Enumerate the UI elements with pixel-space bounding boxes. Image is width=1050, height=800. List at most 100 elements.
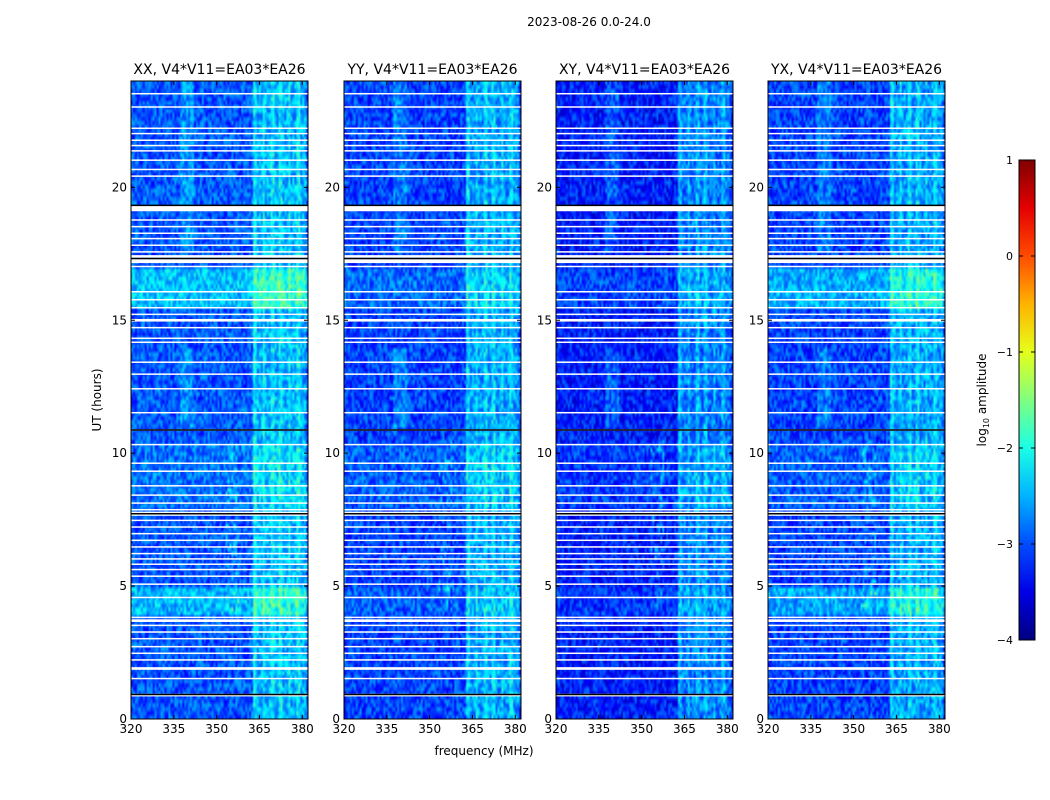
flagged-row bbox=[131, 552, 308, 555]
flagged-row bbox=[131, 462, 308, 464]
flagged-row bbox=[131, 159, 308, 161]
flagged-row bbox=[131, 244, 308, 246]
x-tick-label: 380 bbox=[504, 722, 527, 736]
flagged-row bbox=[556, 150, 733, 152]
flagged-row bbox=[131, 313, 308, 316]
flagged-row bbox=[556, 502, 733, 504]
flagged-row bbox=[344, 508, 521, 511]
flagged-row bbox=[344, 168, 521, 171]
flagged-row bbox=[556, 313, 733, 316]
flagged-row bbox=[768, 255, 945, 258]
black-row bbox=[556, 257, 733, 260]
flagged-row bbox=[768, 232, 945, 235]
flagged-row bbox=[131, 619, 308, 622]
flagged-row bbox=[344, 583, 521, 585]
flagged-row bbox=[344, 619, 521, 622]
flagged-row bbox=[768, 411, 945, 414]
y-tick-label: 15 bbox=[537, 313, 552, 327]
flagged-row bbox=[556, 175, 733, 177]
flagged-row bbox=[344, 546, 521, 548]
colorbar-label-sub: 10 bbox=[982, 418, 991, 428]
y-tick-label: 20 bbox=[325, 180, 340, 194]
flagged-row bbox=[344, 502, 521, 504]
flagged-row bbox=[768, 616, 945, 619]
flagged-row bbox=[768, 318, 945, 322]
flagged-row bbox=[768, 244, 945, 246]
flagged-row bbox=[344, 568, 521, 571]
colorbar-tick-label: −2 bbox=[997, 442, 1013, 455]
flagged-row bbox=[131, 659, 308, 661]
colorbar-tick-label: −4 bbox=[997, 634, 1013, 647]
flagged-row bbox=[768, 337, 945, 340]
black-row bbox=[768, 512, 945, 515]
flagged-row bbox=[344, 631, 521, 633]
x-tick-label: 380 bbox=[716, 722, 739, 736]
panel-title: XY, V4*V11=EA03*EA26 bbox=[559, 62, 730, 78]
flagged-row bbox=[131, 341, 308, 344]
flagged-row bbox=[131, 337, 308, 340]
flagged-row bbox=[556, 619, 733, 622]
flagged-row bbox=[556, 645, 733, 648]
x-tick-label: 365 bbox=[248, 722, 271, 736]
colorbar-tick-label: −1 bbox=[997, 346, 1013, 359]
flagged-row bbox=[344, 514, 521, 516]
flagged-row bbox=[556, 127, 733, 130]
flagged-row bbox=[556, 237, 733, 240]
panel-title: YY, V4*V11=EA03*EA26 bbox=[346, 62, 517, 78]
flagged-row bbox=[344, 494, 521, 496]
flagged-row bbox=[344, 244, 521, 246]
flagged-row bbox=[768, 326, 945, 329]
flagged-row bbox=[556, 659, 733, 661]
flagged-row bbox=[556, 563, 733, 565]
flagged-row bbox=[556, 132, 733, 135]
flagged-row bbox=[768, 677, 945, 680]
flagged-row bbox=[344, 645, 521, 648]
black-row bbox=[131, 512, 308, 515]
flagged-row bbox=[556, 219, 733, 221]
flagged-row bbox=[131, 318, 308, 322]
flagged-row bbox=[131, 624, 308, 627]
y-tick-label: 0 bbox=[332, 712, 340, 726]
flagged-row bbox=[131, 568, 308, 571]
y-tick-label: 5 bbox=[544, 579, 552, 593]
flagged-row bbox=[131, 470, 308, 472]
y-tick-label: 10 bbox=[749, 446, 764, 460]
flagged-row bbox=[556, 583, 733, 585]
flagged-row bbox=[344, 526, 521, 528]
flagged-row bbox=[344, 144, 521, 147]
flagged-row bbox=[131, 361, 308, 363]
flagged-row bbox=[556, 462, 733, 464]
flagged-row bbox=[768, 388, 945, 390]
flagged-row bbox=[344, 259, 521, 264]
y-tick-label: 15 bbox=[749, 313, 764, 327]
flagged-row bbox=[556, 232, 733, 235]
y-tick-label: 0 bbox=[544, 712, 552, 726]
flagged-row bbox=[344, 677, 521, 680]
flagged-row bbox=[131, 494, 308, 496]
flagged-row bbox=[556, 637, 733, 640]
flagged-row bbox=[344, 532, 521, 535]
flagged-row bbox=[344, 318, 521, 322]
flagged-row bbox=[768, 637, 945, 640]
colorbar-tick-label: −3 bbox=[997, 538, 1013, 551]
y-tick-label: 20 bbox=[537, 180, 552, 194]
black-row bbox=[556, 429, 733, 431]
flagged-row bbox=[131, 139, 308, 141]
x-axis-label: frequency (MHz) bbox=[434, 744, 533, 758]
x-tick-label: 320 bbox=[333, 722, 356, 736]
flagged-row bbox=[131, 511, 308, 514]
flagged-row bbox=[768, 511, 945, 514]
flagged-row bbox=[556, 251, 733, 253]
y-tick-label: 10 bbox=[112, 446, 127, 460]
x-tick-label: 335 bbox=[799, 722, 822, 736]
flagged-row bbox=[344, 313, 521, 316]
flagged-row bbox=[131, 132, 308, 135]
black-row bbox=[556, 204, 733, 207]
flagged-row bbox=[344, 255, 521, 258]
flagged-row bbox=[768, 306, 945, 309]
colorbar-label: log10 amplitude bbox=[975, 354, 991, 447]
colorbar-label-rest: amplitude bbox=[975, 354, 989, 418]
flagged-row bbox=[131, 616, 308, 619]
flagged-row bbox=[131, 92, 308, 95]
flagged-row bbox=[344, 341, 521, 344]
